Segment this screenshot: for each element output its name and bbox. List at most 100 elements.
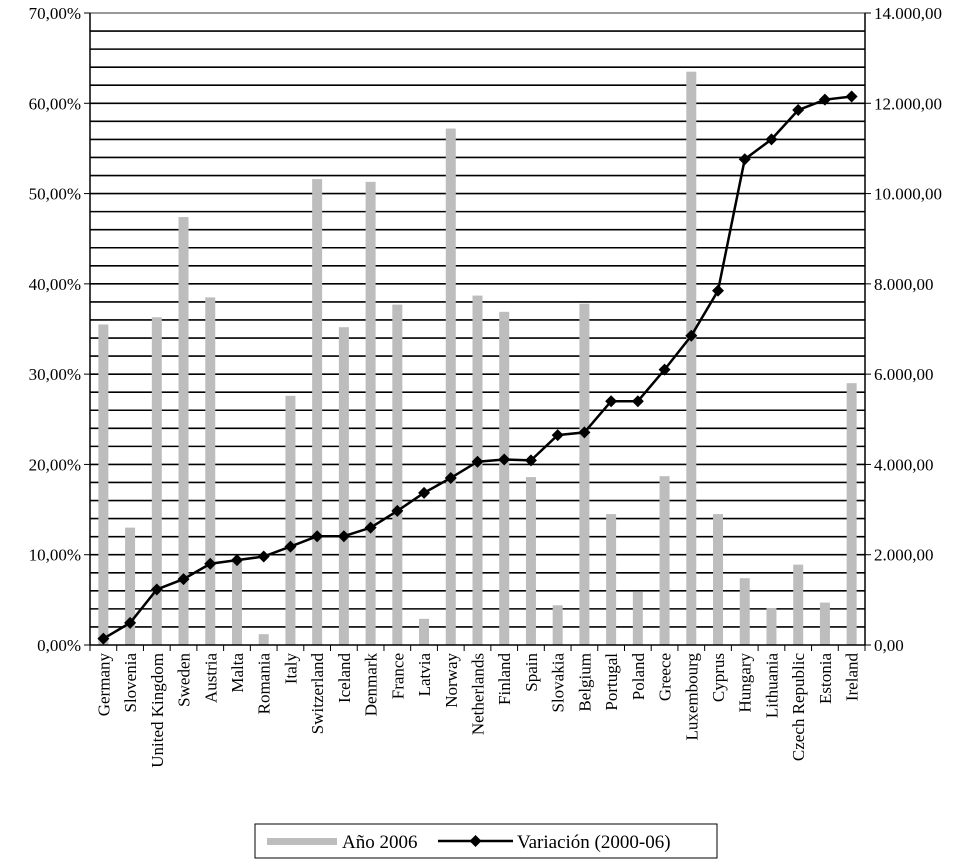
point-germany [97, 632, 110, 645]
bar-cyprus [713, 514, 724, 645]
category-label-lithuania: Lithuania [762, 653, 781, 719]
category-label-slovakia: Slovakia [549, 653, 568, 713]
legend-label-variacion: Variación (2000-06) [517, 832, 671, 853]
point-lithuania [765, 133, 778, 146]
left-tick-label: 30,00% [29, 365, 81, 384]
left-tick-label: 0,00% [37, 636, 81, 655]
point-slovenia [124, 616, 137, 629]
bar-poland [632, 591, 643, 645]
point-luxembourg [685, 329, 698, 342]
category-label-hungary: Hungary [736, 653, 755, 713]
point-austria [204, 557, 217, 570]
point-spain [524, 454, 537, 467]
line-series-variacion [97, 90, 858, 645]
point-malta [230, 554, 243, 567]
bar-switzerland [312, 179, 323, 645]
point-netherlands [471, 455, 484, 468]
category-label-finland: Finland [495, 653, 514, 705]
category-label-romania: Romania [255, 653, 274, 715]
bar-denmark [365, 181, 376, 645]
category-label-united-kingdom: United Kingdom [148, 653, 167, 768]
point-iceland [337, 530, 350, 543]
point-cyprus [712, 284, 725, 297]
right-tick-label: 4.000,00 [874, 455, 934, 474]
bar-czech-republic [793, 564, 804, 645]
bar-iceland [338, 327, 349, 645]
right-tick-label: 14.000,00 [874, 4, 942, 23]
bar-lithuania [766, 607, 777, 645]
category-label-portugal: Portugal [602, 653, 621, 711]
left-tick-label: 10,00% [29, 546, 81, 565]
point-czech-republic [792, 104, 805, 117]
right-tick-label: 12.000,00 [874, 94, 942, 113]
category-label-norway: Norway [442, 653, 461, 708]
point-hungary [738, 153, 751, 166]
category-label-ireland: Ireland [843, 653, 862, 702]
legend-label-ano-2006: Año 2006 [342, 832, 417, 853]
category-label-estonia: Estonia [816, 653, 835, 704]
category-label-slovenia: Slovenia [121, 653, 140, 713]
category-label-germany: Germany [94, 653, 113, 717]
point-denmark [364, 521, 377, 534]
bar-malta [231, 561, 242, 645]
right-axis-tick-labels: 0,00 2.000,00 4.000,00 6.000,00 8.000,00 10.0… [874, 4, 942, 655]
point-belgium [578, 426, 591, 439]
point-sweden [177, 573, 190, 586]
category-label-latvia: Latvia [415, 653, 434, 697]
bar-latvia [419, 618, 430, 645]
right-tick-label: 2.000,00 [874, 546, 934, 565]
right-tick-label: 6.000,00 [874, 365, 934, 384]
bar-estonia [819, 602, 830, 645]
category-label-poland: Poland [629, 653, 648, 701]
right-tick-label: 8.000,00 [874, 275, 934, 294]
category-label-switzerland: Switzerland [308, 653, 327, 735]
category-label-belgium: Belgium [575, 653, 594, 712]
legend: Año 2006 Variación (2000-06) [254, 823, 718, 859]
bar-greece [659, 476, 670, 645]
bar-portugal [606, 514, 617, 645]
bar-finland [499, 311, 510, 645]
point-united-kingdom [150, 583, 163, 596]
category-label-luxembourg: Luxembourg [682, 653, 701, 741]
legend-bar-swatch [267, 838, 337, 845]
bar-belgium [579, 303, 590, 645]
right-tick-label: 10.000,00 [874, 185, 942, 204]
left-tick-label: 60,00% [29, 94, 81, 113]
point-slovakia [551, 429, 564, 442]
axes [84, 12, 871, 651]
left-tick-label: 50,00% [29, 185, 81, 204]
category-label-spain: Spain [522, 653, 541, 692]
category-label-iceland: Iceland [335, 653, 354, 704]
right-tick-label: 0,00 [874, 636, 904, 655]
bar-romania [258, 634, 269, 645]
bar-ireland [846, 383, 857, 645]
category-label-czech-republic: Czech Republic [789, 653, 808, 762]
point-romania [257, 550, 270, 563]
category-label-malta: Malta [228, 653, 247, 693]
point-italy [284, 540, 297, 553]
point-finland [498, 453, 511, 466]
bar-france [392, 304, 403, 645]
legend-diamond-marker [469, 835, 482, 847]
bar-sweden [178, 217, 189, 645]
point-france [391, 504, 404, 517]
bar-series-ano-2006 [98, 71, 857, 645]
category-label-france: France [388, 653, 407, 699]
bar-netherlands [472, 295, 483, 645]
point-ireland [845, 90, 858, 103]
bar-austria [205, 297, 216, 645]
category-label-netherlands: Netherlands [469, 653, 488, 735]
bar-slovenia [125, 527, 136, 645]
category-label-denmark: Denmark [362, 653, 381, 717]
left-tick-label: 20,00% [29, 455, 81, 474]
left-tick-label: 70,00% [29, 4, 81, 23]
point-switzerland [311, 530, 324, 543]
category-label-sweden: Sweden [175, 653, 194, 707]
bar-hungary [739, 578, 750, 645]
bar-norway [445, 128, 456, 645]
bar-spain [525, 477, 536, 645]
point-latvia [418, 486, 431, 499]
category-label-cyprus: Cyprus [709, 653, 728, 702]
point-estonia [818, 93, 831, 106]
